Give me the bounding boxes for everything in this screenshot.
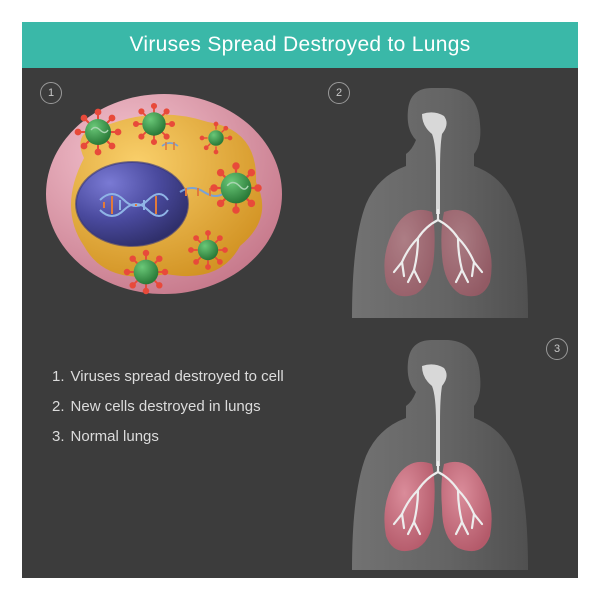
- body-diagram-damaged: [322, 80, 558, 318]
- virus-icon: [76, 110, 121, 155]
- trachea: [436, 422, 440, 466]
- header-bar: Viruses Spread Destroyed to Lungs: [22, 22, 578, 68]
- legend-item: 1. Viruses spread destroyed to cell: [52, 362, 284, 392]
- legend-text: Viruses spread destroyed to cell: [71, 362, 284, 392]
- legend-num: 3.: [52, 422, 65, 452]
- virus-icon: [134, 104, 174, 144]
- virus-icon: [211, 163, 260, 212]
- legend: 1. Viruses spread destroyed to cell 2. N…: [52, 362, 284, 452]
- legend-text: Normal lungs: [71, 422, 159, 452]
- virus-icon: [189, 231, 227, 269]
- legend-num: 2.: [52, 392, 65, 422]
- cell-svg: [40, 88, 288, 298]
- legend-text: New cells destroyed in lungs: [71, 392, 261, 422]
- page-title: Viruses Spread Destroyed to Lungs: [129, 33, 470, 57]
- infographic-frame: Viruses Spread Destroyed to Lungs 1 2 3: [22, 22, 578, 578]
- body-diagram-normal: [322, 332, 558, 570]
- legend-item: 3. Normal lungs: [52, 422, 284, 452]
- virus-icon: [125, 251, 168, 294]
- legend-item: 2. New cells destroyed in lungs: [52, 392, 284, 422]
- body-svg-damaged: [322, 80, 558, 318]
- trachea: [436, 170, 440, 214]
- legend-num: 1.: [52, 362, 65, 392]
- body-svg-normal: [322, 332, 558, 570]
- cell-diagram: [40, 88, 288, 298]
